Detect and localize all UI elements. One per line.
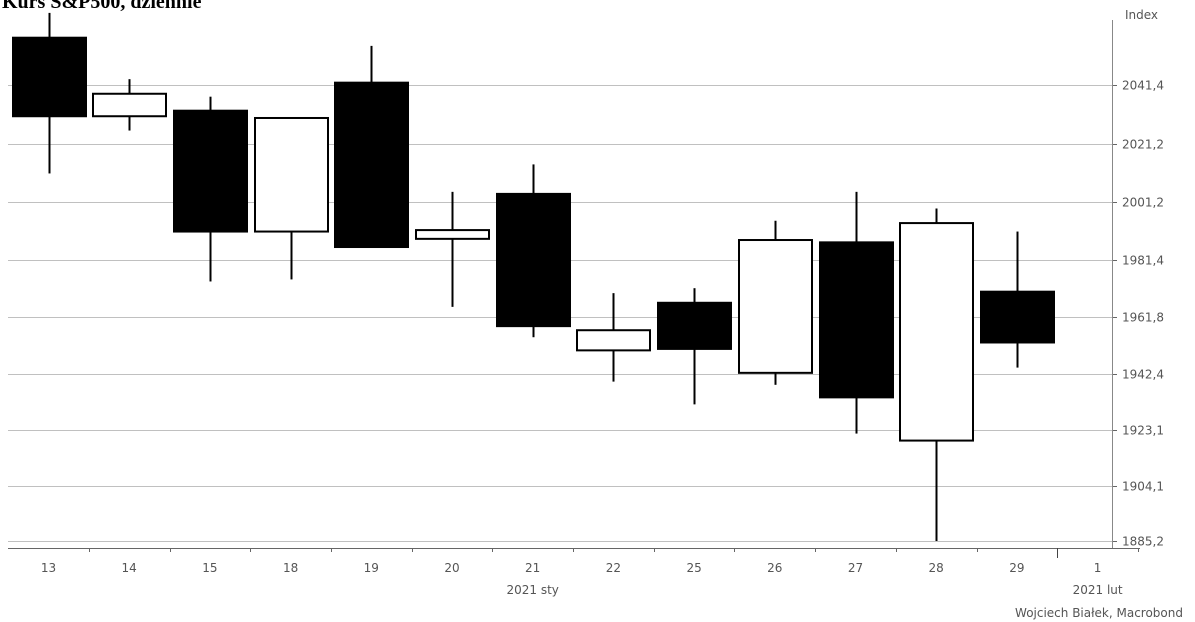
x-tick-label: 15	[202, 561, 217, 575]
candle	[254, 116, 329, 280]
y-tick-label: 1923,1	[1122, 424, 1164, 438]
candle-body	[12, 36, 87, 118]
x-tick-label: 18	[283, 561, 298, 575]
x-tick-label: 25	[686, 561, 701, 575]
candle-body	[576, 329, 651, 352]
x-tick-label: 29	[1009, 561, 1024, 575]
y-tick-label: 1961,8	[1122, 311, 1164, 325]
x-tick-label: 27	[848, 561, 863, 575]
candle-body	[980, 290, 1055, 344]
y-tick-label: 2021,2	[1122, 138, 1164, 152]
x-tick-label: 21	[525, 561, 540, 575]
y-tick-label: 1885,2	[1122, 535, 1164, 549]
month-label: 2021 sty	[506, 583, 558, 597]
y-tick-label: 2041,4	[1122, 79, 1164, 93]
candles-layer	[12, 12, 1055, 541]
x-tick-label: 19	[364, 561, 379, 575]
y-tick-label: 1942,4	[1122, 368, 1164, 382]
y-axis-unit-label: Index	[1125, 8, 1158, 22]
candle-body	[496, 192, 571, 328]
x-axis: 13 14 15 18 19 20 21 22 25 26 27 28 29 1 2021 sty 2021 …	[8, 548, 1140, 597]
candle	[415, 191, 490, 307]
candle	[576, 293, 651, 382]
chart-title-text: Kurs S&P500, dziennie	[2, 0, 202, 13]
candle-body	[254, 116, 329, 233]
month-label: 2021 lut	[1073, 583, 1123, 597]
candle	[334, 45, 409, 249]
candle	[12, 12, 87, 174]
candle-body	[334, 81, 409, 249]
x-tick-label: 28	[929, 561, 944, 575]
candle	[92, 79, 167, 131]
candle-body	[657, 301, 732, 350]
x-tick-label: 26	[767, 561, 782, 575]
candle	[899, 208, 974, 541]
y-tick-label: 1904,1	[1122, 480, 1164, 494]
x-tick-label: 1	[1094, 561, 1102, 575]
y-tick-label: 1981,4	[1122, 254, 1164, 268]
candle-body	[738, 239, 813, 374]
x-tick-label: 14	[122, 561, 137, 575]
x-tick-label: 20	[444, 561, 459, 575]
candle	[173, 96, 248, 282]
candle	[980, 231, 1055, 368]
candle-body	[173, 109, 248, 233]
candle-body	[415, 229, 490, 240]
candle-body	[819, 241, 894, 399]
source-credit: Wojciech Białek, Macrobond	[1015, 606, 1183, 620]
chart-title: Kurs S&P500, dziennie	[2, 0, 202, 13]
candle	[738, 220, 813, 385]
candle	[496, 164, 571, 338]
candle-body	[92, 92, 167, 118]
y-axis: 2041,4 2021,2 2001,2 1981,4 1961,8 1942,4 1923…	[1112, 20, 1164, 549]
x-tick-label: 13	[41, 561, 56, 575]
candle	[819, 191, 894, 434]
y-tick-label: 2001,2	[1122, 196, 1164, 210]
candle-body	[899, 222, 974, 442]
candle	[657, 288, 732, 405]
x-tick-label: 22	[606, 561, 621, 575]
